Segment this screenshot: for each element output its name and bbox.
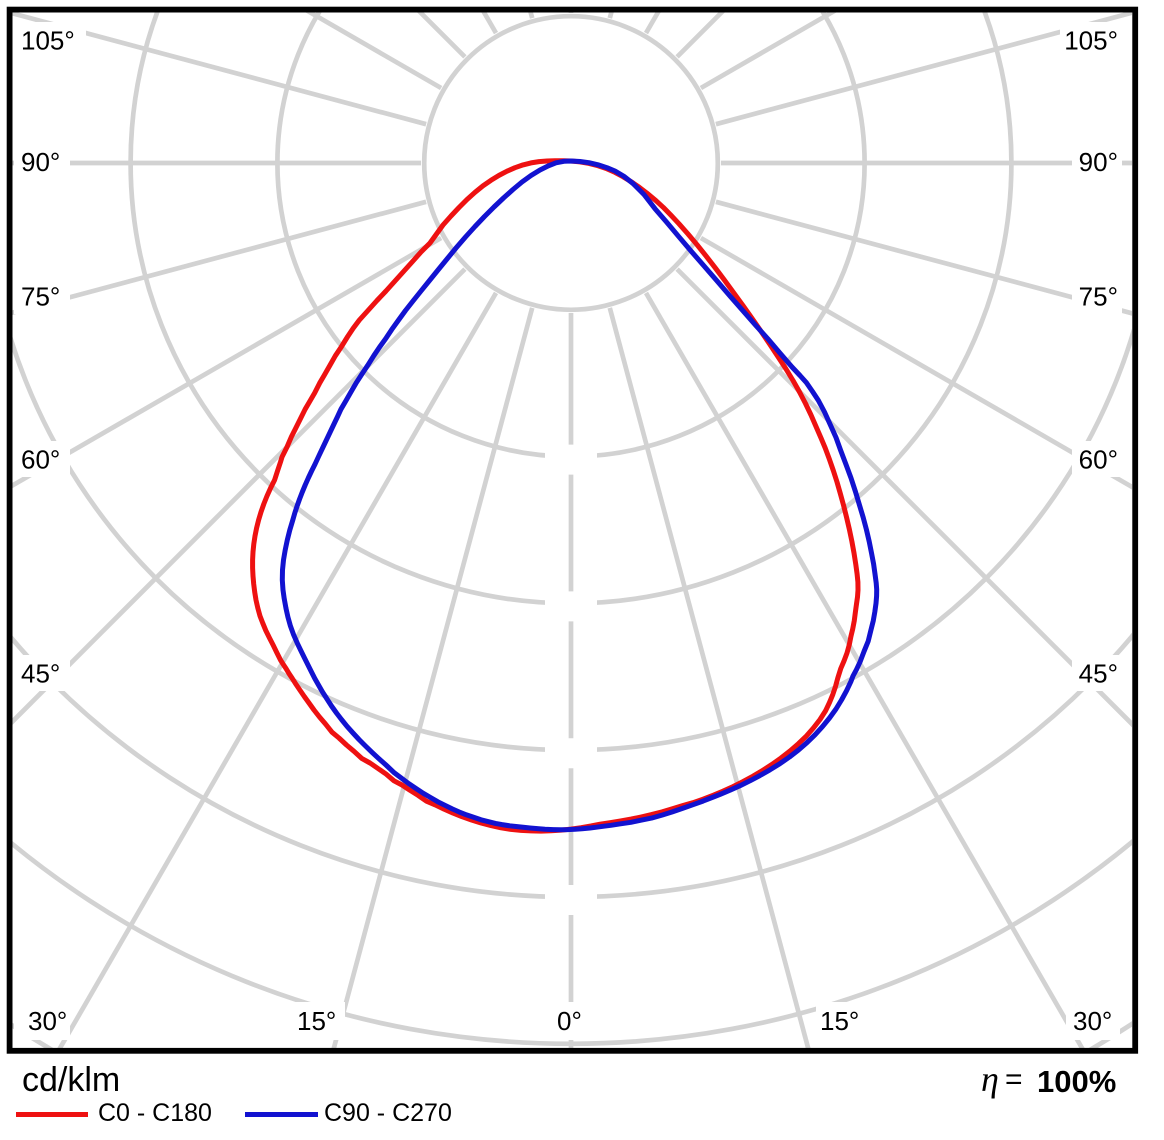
svg-text:0°: 0° bbox=[557, 1006, 582, 1036]
svg-text:105°: 105° bbox=[21, 25, 75, 55]
svg-text:45°: 45° bbox=[1079, 658, 1118, 688]
svg-text:75°: 75° bbox=[1079, 281, 1118, 311]
svg-text:30°: 30° bbox=[1073, 1006, 1112, 1036]
svg-text:75°: 75° bbox=[21, 281, 60, 311]
svg-text:30°: 30° bbox=[28, 1006, 67, 1036]
svg-text:90°: 90° bbox=[1079, 147, 1118, 177]
svg-text:105°: 105° bbox=[1064, 25, 1118, 55]
svg-text:15°: 15° bbox=[297, 1006, 336, 1036]
svg-text:60°: 60° bbox=[1079, 444, 1118, 474]
svg-text:60°: 60° bbox=[21, 444, 60, 474]
svg-text:90°: 90° bbox=[21, 147, 60, 177]
svg-text:15°: 15° bbox=[820, 1006, 859, 1036]
svg-text:45°: 45° bbox=[21, 658, 60, 688]
